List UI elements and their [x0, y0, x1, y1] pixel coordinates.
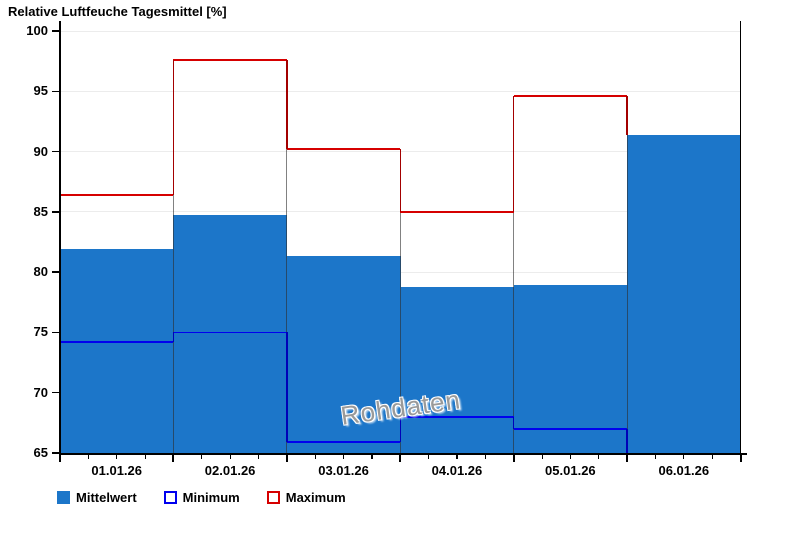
- minimum-step-connector: [399, 416, 401, 443]
- separator-line: [513, 211, 515, 453]
- x-tick-major: [285, 453, 288, 462]
- y-tick: [52, 452, 60, 454]
- bar-mittelwert: [627, 134, 741, 453]
- y-tick-label: 70: [33, 384, 48, 400]
- separator-line: [286, 149, 288, 453]
- x-tick-label: 05.01.26: [545, 463, 596, 478]
- maximum-step-connector: [172, 59, 175, 195]
- minimum-step-line: [60, 341, 174, 343]
- minimum-step-line: [400, 416, 514, 418]
- x-tick-minor: [711, 453, 713, 459]
- x-tick-minor: [257, 453, 260, 459]
- x-tick-label: 01.01.26: [91, 463, 142, 478]
- maximum-step-connector: [286, 59, 288, 150]
- minimum-step-connector: [286, 332, 288, 443]
- maximum-step-line: [513, 95, 628, 97]
- x-tick-label: 04.01.26: [431, 463, 483, 478]
- legend: Mittelwert Minimum Maximum: [57, 490, 373, 505]
- y-tick: [52, 271, 60, 273]
- x-tick-major: [399, 453, 402, 462]
- x-tick-major: [739, 453, 742, 462]
- minimum-step-connector: [172, 332, 175, 343]
- y-tick-label: 85: [33, 203, 48, 219]
- x-tick-minor: [371, 453, 373, 459]
- minimum-step-line: [286, 441, 401, 443]
- maximum-step-line: [173, 59, 287, 61]
- legend-label-maximum: Maximum: [285, 490, 346, 505]
- y-tick: [52, 211, 60, 213]
- y-tick-label: 65: [33, 445, 48, 460]
- maximum-swatch-icon: [266, 491, 280, 504]
- x-tick-minor: [569, 453, 572, 459]
- legend-label-minimum: Minimum: [182, 490, 240, 505]
- y-tick: [52, 90, 60, 93]
- minimum-step-line: [513, 428, 628, 430]
- minimum-step-connector: [626, 428, 628, 453]
- x-axis-line: [58, 452, 747, 455]
- x-tick-minor: [541, 453, 543, 459]
- x-tick-major: [512, 453, 515, 462]
- y-tick: [52, 150, 60, 153]
- legend-item-minimum: Minimum: [163, 490, 240, 505]
- x-tick-major: [172, 453, 175, 462]
- y-tick: [52, 391, 60, 394]
- y-tick-label: 80: [33, 264, 48, 280]
- x-tick-minor: [683, 453, 685, 459]
- maximum-step-line: [286, 148, 401, 150]
- y-tick-label: 95: [33, 83, 48, 99]
- bar-mittelwert: [60, 249, 174, 453]
- bar-mittelwert: [286, 256, 401, 453]
- y-tick: [52, 331, 60, 334]
- separator-line: [626, 134, 628, 453]
- maximum-step-line: [60, 194, 174, 196]
- x-tick-minor: [144, 453, 146, 459]
- minimum-step-line: [173, 331, 287, 334]
- maximum-step-connector: [626, 96, 628, 135]
- gridline: [60, 90, 741, 92]
- legend-item-maximum: Maximum: [266, 490, 346, 505]
- x-tick-minor: [456, 453, 458, 459]
- y-axis-line: [58, 21, 61, 455]
- y-tick: [52, 30, 60, 32]
- maximum-step-connector: [399, 149, 401, 212]
- minimum-step-connector: [512, 416, 515, 429]
- x-tick-minor: [343, 453, 345, 459]
- y-tick-label: 100: [26, 23, 48, 38]
- bar-mittelwert: [173, 215, 288, 453]
- minimum-swatch-icon: [163, 491, 177, 504]
- mittelwert-swatch-icon: [57, 491, 70, 504]
- x-tick-label: 03.01.26: [318, 463, 369, 478]
- separator-line: [172, 194, 174, 453]
- legend-item-mittelwert: Mittelwert: [57, 490, 137, 505]
- x-tick-label: 02.01.26: [204, 463, 256, 478]
- x-tick-minor: [314, 453, 316, 459]
- x-tick-minor: [116, 453, 118, 459]
- y-tick-label: 75: [33, 324, 48, 340]
- bar-mittelwert: [400, 286, 515, 453]
- x-tick-minor: [654, 453, 657, 459]
- x-tick-minor: [484, 453, 486, 459]
- x-tick-minor: [428, 453, 430, 459]
- x-tick-label: 06.01.26: [658, 463, 710, 478]
- legend-label-mittelwert: Mittelwert: [76, 490, 137, 505]
- x-tick-minor: [87, 453, 90, 459]
- maximum-step-connector: [512, 96, 515, 212]
- maximum-step-line: [400, 211, 514, 213]
- x-tick-minor: [201, 453, 203, 459]
- x-tick-major: [59, 453, 61, 462]
- bar-mittelwert: [513, 285, 628, 453]
- separator-line: [399, 211, 401, 453]
- gridline: [60, 30, 741, 32]
- plot-right-border: [739, 21, 741, 453]
- chart-title: Relative Luftfeuche Tagesmittel [%]: [8, 4, 227, 19]
- x-tick-minor: [229, 453, 231, 459]
- x-tick-minor: [598, 453, 600, 459]
- y-tick-label: 90: [33, 143, 48, 159]
- x-tick-major: [626, 453, 629, 462]
